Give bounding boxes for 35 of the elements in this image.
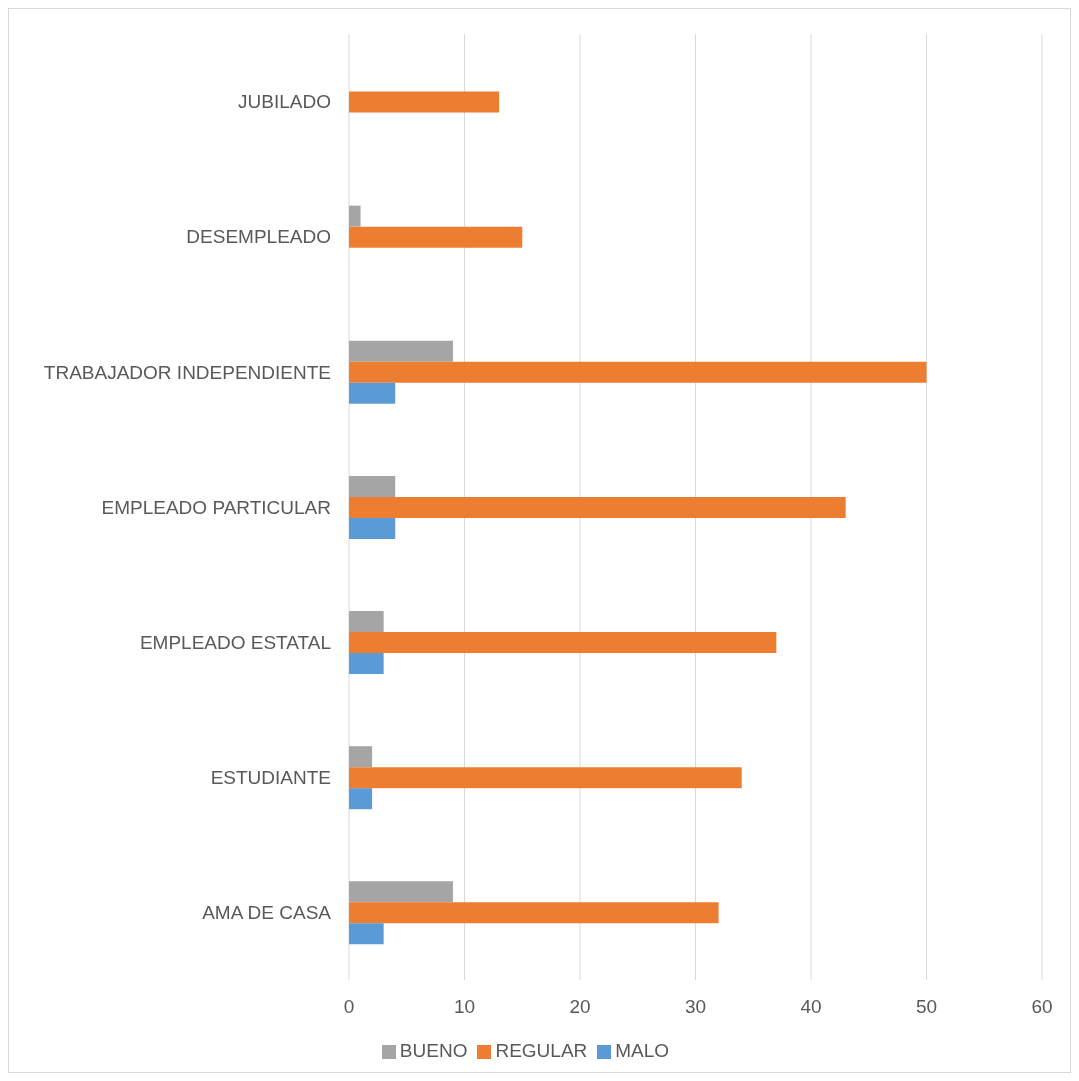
y-tick-label: ESTUDIANTE bbox=[210, 767, 331, 789]
bar bbox=[349, 475, 396, 497]
x-tick-label: 0 bbox=[343, 996, 355, 1018]
legend-label: REGULAR bbox=[495, 1040, 588, 1061]
bar bbox=[349, 91, 500, 113]
bar bbox=[349, 788, 373, 810]
y-tick-label: EMPLEADO PARTICULAR bbox=[101, 496, 331, 518]
bar bbox=[349, 632, 777, 654]
x-tick-label: 20 bbox=[569, 996, 591, 1018]
bar bbox=[349, 746, 373, 768]
x-tick-label: 60 bbox=[1031, 996, 1053, 1018]
bar bbox=[349, 205, 361, 227]
legend-label: BUENO bbox=[399, 1040, 468, 1061]
bar bbox=[349, 881, 453, 903]
bar bbox=[349, 226, 523, 248]
bar bbox=[349, 496, 846, 518]
bar bbox=[349, 902, 719, 924]
bar bbox=[349, 767, 742, 789]
bar bbox=[349, 923, 384, 945]
x-tick-label: 10 bbox=[453, 996, 476, 1018]
y-tick-label: DESEMPLEADO bbox=[186, 226, 331, 248]
legend-label: MALO bbox=[615, 1040, 670, 1061]
y-tick-label: JUBILADO bbox=[238, 91, 331, 113]
y-tick-label: AMA DE CASA bbox=[202, 902, 332, 924]
bar bbox=[349, 517, 396, 539]
x-tick-label: 40 bbox=[800, 996, 822, 1018]
bar bbox=[349, 382, 396, 404]
y-tick-label: TRABAJADOR INDEPENDIENTE bbox=[43, 361, 331, 383]
x-tick-label: 30 bbox=[684, 996, 707, 1018]
y-tick-label: EMPLEADO ESTATAL bbox=[139, 631, 331, 653]
bar bbox=[349, 340, 453, 362]
x-tick-label: 50 bbox=[915, 996, 938, 1018]
bar bbox=[349, 611, 384, 633]
bar bbox=[349, 653, 384, 675]
bar bbox=[349, 361, 927, 383]
